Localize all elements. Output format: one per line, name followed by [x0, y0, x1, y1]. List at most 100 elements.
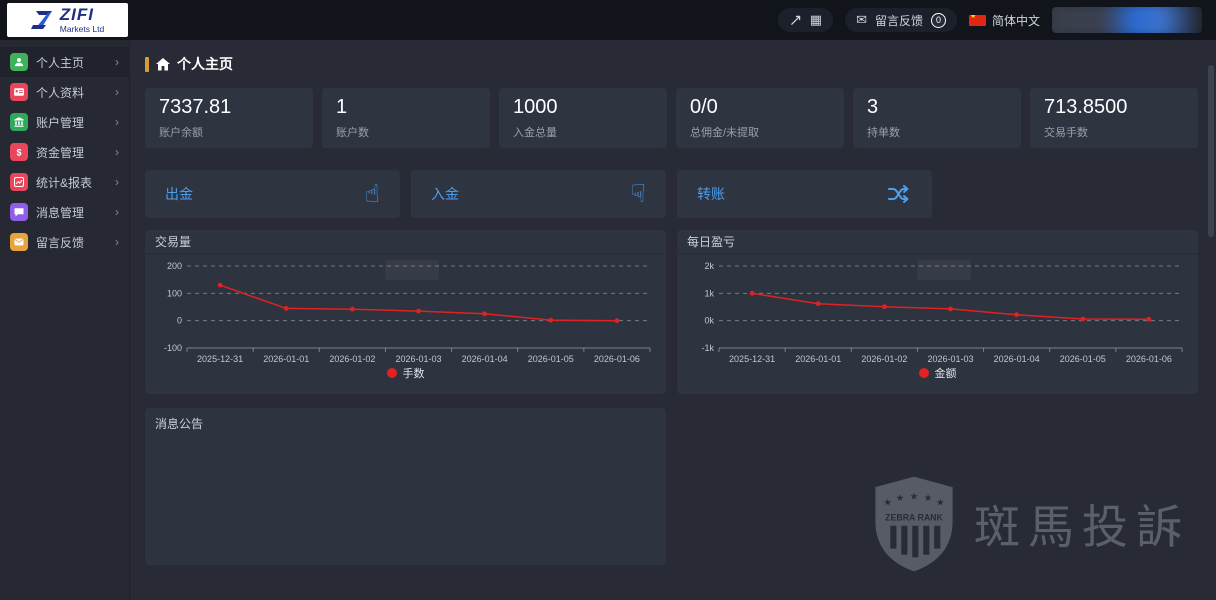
zifi-z-icon [30, 9, 55, 31]
action-label: 转账 [697, 186, 725, 202]
topbar-right: ▦ ✉ 留言反馈 0 ★ 简体中文 [777, 7, 1202, 33]
chevron-right-icon: › [115, 175, 119, 189]
faded-tooltip [916, 260, 971, 280]
svg-text:2025-12-31: 2025-12-31 [197, 354, 243, 364]
sidebar-menu: 个人主页 › 个人资料 › 账户管理 › $ 资金管理 › 统计&报表 › 消息管理 › 留言反馈 › [0, 47, 129, 257]
sidebar-item-label: 留言反馈 [36, 235, 85, 250]
topbar: ZIFI Markets Ltd ▦ ✉ 留言反馈 0 ★ 简体中文 [0, 0, 1216, 40]
svg-text:2026-01-04: 2026-01-04 [994, 354, 1040, 364]
id-card-icon [10, 83, 28, 101]
hand-point-up-icon: ☝ [364, 179, 380, 208]
volume-chart-legend[interactable]: 手数 [145, 365, 666, 381]
svg-text:2k: 2k [704, 261, 714, 271]
svg-text:2026-01-05: 2026-01-05 [1060, 354, 1106, 364]
stat-card-0: 7337.81 账户余额 [145, 88, 313, 148]
svg-text:200: 200 [167, 261, 182, 271]
stat-label: 入金总量 [513, 127, 557, 139]
stat-label: 账户数 [336, 127, 369, 139]
svg-text:2026-01-05: 2026-01-05 [528, 354, 574, 364]
feedback-label: 留言反馈 [874, 13, 923, 28]
volume-chart-panel: 交易量 200 100 0 -100 2025-12-31 2026-01-01 2026-… [145, 230, 666, 394]
stat-value: 1 [336, 96, 348, 118]
volume-chart-title: 交易量 [145, 230, 666, 254]
sidebar-item-3[interactable]: $ 资金管理 › [0, 137, 129, 167]
sidebar-item-6[interactable]: 留言反馈 › [0, 227, 129, 257]
sidebar-item-label: 账户管理 [36, 115, 85, 130]
svg-text:2026-01-02: 2026-01-02 [861, 354, 907, 364]
main-content: 个人主页 7337.81 账户余额 1 账户数 1000 入金总量 0/0 总佣金/未提取 3 持… [130, 40, 1216, 600]
shuffle-icon [886, 182, 912, 206]
svg-text:-1k: -1k [701, 343, 714, 353]
user-account-blurred[interactable] [1052, 7, 1202, 33]
pnl-chart-panel: 每日盈亏 2k 1k 0k -1k 2025-12-31 2026-01-01 2026-0… [677, 230, 1198, 394]
brand-name: ZIFI [59, 5, 95, 25]
stat-value: 1000 [513, 96, 558, 118]
sidebar-item-4[interactable]: 统计&报表 › [0, 167, 129, 197]
brand-subtitle: Markets Ltd [59, 24, 105, 35]
sidebar: 个人主页 › 个人资料 › 账户管理 › $ 资金管理 › 统计&报表 › 消息管理 › 留言反馈 › [0, 40, 130, 600]
stat-label: 交易手数 [1044, 127, 1088, 139]
pnl-chart-legend[interactable]: 金额 [677, 365, 1198, 381]
charts-row: 交易量 200 100 0 -100 2025-12-31 2026-01-01 2026-… [145, 230, 1198, 394]
feedback-count-badge: 0 [930, 12, 946, 28]
title-accent-bar [145, 56, 149, 72]
svg-text:1k: 1k [704, 288, 714, 298]
svg-text:0: 0 [177, 316, 182, 326]
action-button-0[interactable]: 出金 ☝ [145, 170, 400, 218]
svg-text:0k: 0k [704, 316, 714, 326]
brand-logo[interactable]: ZIFI Markets Ltd [7, 3, 128, 37]
chevron-right-icon: › [115, 235, 119, 249]
svg-text:2026-01-02: 2026-01-02 [329, 354, 375, 364]
svg-text:2026-01-04: 2026-01-04 [462, 354, 508, 364]
action-label: 入金 [431, 186, 459, 202]
svg-text:-100: -100 [164, 343, 182, 353]
user-icon [10, 53, 28, 71]
scrollbar-thumb[interactable] [1208, 65, 1214, 237]
hand-point-down-icon: ☟ [630, 179, 646, 208]
user-avatar-blur [1052, 7, 1202, 33]
page-title: 个人主页 [177, 56, 233, 72]
svg-text:2026-01-06: 2026-01-06 [594, 354, 640, 364]
volume-line-chart: 200 100 0 -100 2025-12-31 2026-01-01 2026-01-0… [164, 261, 651, 364]
chat-icon [10, 203, 28, 221]
svg-text:$: $ [16, 147, 21, 157]
stats-row: 7337.81 账户余额 1 账户数 1000 入金总量 0/0 总佣金/未提取 3 持单数 713… [145, 88, 1198, 148]
topbar-tools: ▦ [777, 8, 834, 32]
language-selector[interactable]: ★ 简体中文 [968, 12, 1040, 29]
china-flag-icon: ★ [968, 14, 986, 26]
bank-icon [10, 113, 28, 131]
svg-text:2026-01-03: 2026-01-03 [395, 354, 441, 364]
actions-row: 出金 ☝ 入金 ☟ 转账 [145, 170, 1198, 218]
sidebar-item-label: 统计&报表 [36, 175, 93, 190]
sidebar-item-1[interactable]: 个人资料 › [0, 77, 129, 107]
apps-grid-icon[interactable]: ▦ [809, 12, 823, 27]
breadcrumb: 个人主页 [145, 52, 1198, 76]
scrollbar[interactable] [1208, 40, 1214, 600]
action-button-1[interactable]: 入金 ☟ [411, 170, 666, 218]
chevron-right-icon: › [115, 115, 119, 129]
sidebar-item-5[interactable]: 消息管理 › [0, 197, 129, 227]
sidebar-item-2[interactable]: 账户管理 › [0, 107, 129, 137]
sidebar-item-label: 消息管理 [36, 205, 85, 220]
sidebar-item-label: 资金管理 [36, 145, 85, 160]
svg-text:2025-12-31: 2025-12-31 [729, 354, 775, 364]
pnl-line-chart: 2k 1k 0k -1k 2025-12-31 2026-01-01 2026-01-02 2… [701, 261, 1183, 364]
chevron-right-icon: › [115, 55, 119, 69]
sidebar-item-0[interactable]: 个人主页 › [0, 47, 129, 77]
svg-text:100: 100 [167, 288, 182, 298]
announcements-title: 消息公告 [155, 417, 204, 431]
stat-value: 7337.81 [159, 96, 232, 118]
fullscreen-icon[interactable] [789, 14, 802, 27]
sidebar-item-label: 个人资料 [36, 85, 85, 100]
legend-label: 手数 [402, 368, 425, 380]
pnl-chart-title: 每日盈亏 [677, 230, 1198, 254]
action-button-2[interactable]: 转账 [677, 170, 932, 218]
svg-text:2026-01-01: 2026-01-01 [263, 354, 309, 364]
stat-value: 713.8500 [1044, 96, 1128, 118]
stat-value: 0/0 [690, 96, 718, 118]
home-icon [156, 57, 170, 71]
stat-label: 账户余额 [159, 127, 203, 139]
stat-label: 总佣金/未提取 [690, 127, 760, 139]
dollar-icon: $ [10, 143, 28, 161]
feedback-button[interactable]: ✉ 留言反馈 0 [845, 8, 957, 32]
